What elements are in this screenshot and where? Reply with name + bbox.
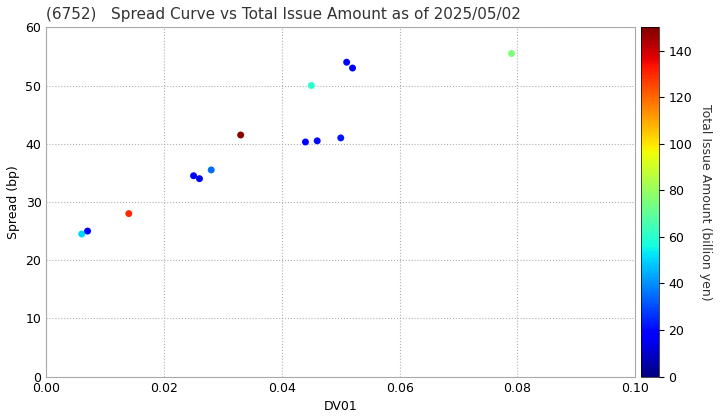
Point	[300, 139, 311, 145]
Y-axis label: Spread (bp): Spread (bp)	[7, 165, 20, 239]
Point	[505, 50, 517, 57]
Y-axis label: Total Issue Amount (billion yen): Total Issue Amount (billion yen)	[699, 104, 712, 300]
Point	[123, 210, 135, 217]
Point	[341, 59, 352, 66]
Point	[312, 137, 323, 144]
Point	[205, 167, 217, 173]
Point	[305, 82, 317, 89]
Point	[194, 175, 205, 182]
Point	[76, 231, 87, 237]
Text: (6752)   Spread Curve vs Total Issue Amount as of 2025/05/02: (6752) Spread Curve vs Total Issue Amoun…	[46, 7, 521, 22]
Point	[82, 228, 94, 234]
Point	[188, 172, 199, 179]
Point	[235, 131, 246, 138]
Point	[335, 134, 346, 141]
Point	[347, 65, 359, 71]
X-axis label: DV01: DV01	[324, 400, 358, 413]
